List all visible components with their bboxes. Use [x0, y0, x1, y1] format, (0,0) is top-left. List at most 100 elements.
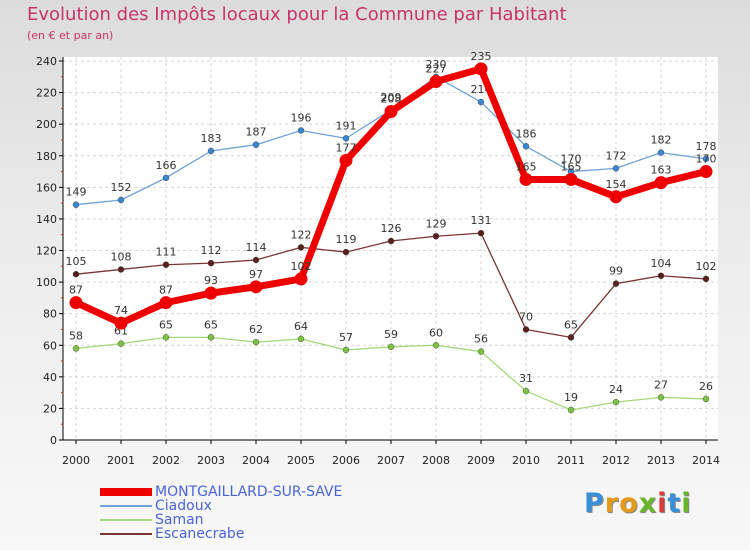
x-tick-label: 2006	[332, 454, 360, 467]
data-point	[702, 155, 710, 163]
data-label: 99	[609, 265, 623, 278]
data-point	[612, 165, 620, 172]
data-point	[252, 256, 260, 264]
x-tick-label: 2012	[602, 454, 630, 467]
data-label: 165	[561, 160, 582, 173]
legend-swatch	[100, 533, 152, 535]
data-label: 24	[609, 383, 623, 396]
x-tick-label: 2008	[422, 454, 450, 467]
data-label: 102	[291, 260, 312, 273]
data-label: 97	[249, 268, 263, 281]
data-label: 178	[696, 140, 717, 153]
x-tick-label: 2003	[197, 454, 225, 467]
data-label: 60	[429, 326, 443, 339]
data-label: 129	[426, 217, 447, 230]
data-label: 154	[606, 178, 627, 191]
data-point	[477, 98, 485, 106]
y-tick-label: 220	[36, 87, 57, 100]
data-point	[252, 338, 260, 346]
y-tick-label: 240	[36, 55, 57, 68]
data-label: 27	[654, 378, 668, 391]
data-label: 230	[426, 58, 447, 71]
x-tick-label: 2005	[287, 454, 315, 467]
x-tick-label: 2014	[692, 454, 720, 467]
data-point	[657, 272, 665, 279]
data-point	[162, 261, 170, 268]
data-point	[432, 342, 440, 349]
data-label: 183	[201, 132, 222, 145]
data-label: 209	[381, 91, 402, 104]
y-tick-label: 60	[43, 339, 57, 352]
data-label: 65	[564, 318, 578, 331]
data-point	[297, 335, 305, 343]
data-point	[114, 316, 128, 330]
data-label: 74	[114, 304, 128, 317]
data-point	[654, 176, 668, 190]
chart-subtitle: (en € et par an)	[27, 29, 114, 42]
data-point	[69, 296, 83, 310]
data-point	[612, 398, 620, 406]
data-label: 93	[204, 274, 218, 287]
data-point	[249, 280, 263, 294]
data-label: 64	[294, 320, 308, 333]
data-label: 26	[699, 380, 713, 393]
data-label: 104	[651, 257, 672, 270]
data-label: 170	[696, 153, 717, 166]
data-label: 65	[204, 318, 218, 331]
data-point	[429, 75, 443, 89]
data-point	[342, 135, 350, 142]
data-point	[342, 346, 350, 354]
data-point	[519, 172, 533, 186]
data-label: 57	[339, 331, 353, 344]
x-tick-label: 2010	[512, 454, 540, 467]
data-point	[342, 248, 350, 256]
chart-title: Evolution des Impôts locaux pour la Comm…	[27, 4, 567, 25]
data-label: 235	[471, 50, 492, 63]
legend-swatch	[100, 488, 152, 496]
data-point	[474, 62, 488, 76]
data-label: 177	[336, 141, 357, 154]
data-point	[699, 165, 713, 179]
data-point	[657, 394, 665, 401]
data-label: 58	[69, 329, 83, 342]
data-label: 56	[474, 333, 488, 346]
legend-label: Ciadoux	[155, 498, 212, 514]
data-label: 111	[156, 246, 177, 259]
y-tick-label: 120	[36, 245, 57, 258]
chart-legend: MONTGAILLARD-SUR-SAVE Ciadoux Saman Esca…	[100, 485, 342, 541]
data-label: 87	[159, 284, 173, 297]
data-point	[702, 275, 710, 283]
data-point	[117, 340, 125, 347]
data-point	[162, 174, 170, 182]
y-tick-label: 100	[36, 276, 57, 289]
x-tick-label: 2007	[377, 454, 405, 467]
data-point	[477, 348, 485, 355]
data-point	[387, 343, 395, 351]
data-point	[612, 280, 620, 287]
legend-item: Escanecrabe	[100, 527, 342, 541]
data-label: 112	[201, 244, 222, 257]
data-point	[207, 147, 215, 155]
legend-swatch	[100, 505, 152, 507]
data-point	[204, 286, 218, 300]
data-point	[702, 395, 710, 403]
legend-item: Ciadoux	[100, 499, 342, 513]
data-label: 163	[651, 164, 672, 177]
y-tick-label: 180	[36, 150, 57, 163]
data-label: 102	[696, 260, 717, 273]
legend-swatch	[100, 519, 152, 521]
data-label: 119	[336, 233, 357, 246]
data-point	[72, 201, 80, 208]
y-tick-label: 80	[43, 308, 57, 321]
data-label: 196	[291, 111, 312, 124]
legend-item: Saman	[100, 513, 342, 527]
data-label: 108	[111, 250, 132, 263]
data-point	[297, 244, 305, 251]
data-point	[72, 270, 80, 278]
y-tick-label: 40	[43, 371, 57, 384]
data-label: 208	[381, 93, 402, 106]
data-label: 70	[519, 310, 533, 323]
data-point	[522, 143, 530, 150]
data-point	[162, 334, 170, 341]
x-tick-label: 2004	[242, 454, 270, 467]
